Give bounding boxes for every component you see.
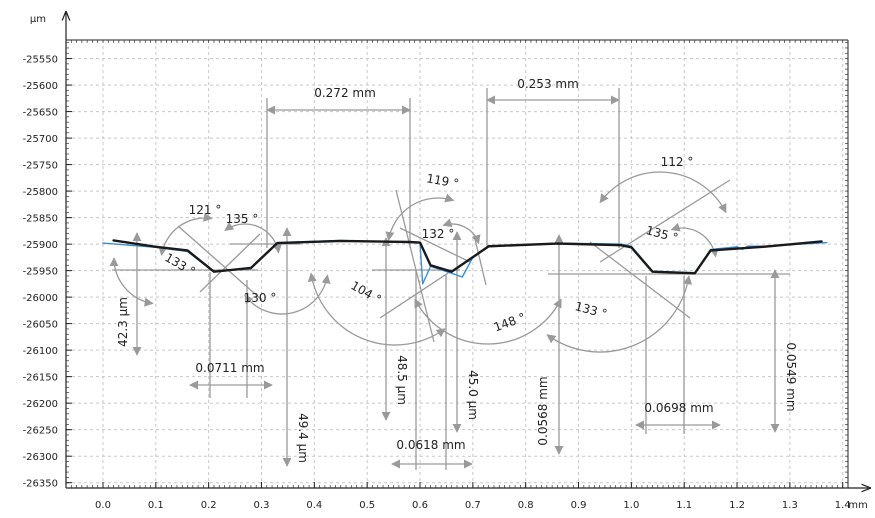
angle-label: 130 ° xyxy=(244,291,277,305)
x-tick-label: 0.2 xyxy=(201,500,217,511)
angle-label: 148 ° xyxy=(492,310,528,334)
x-tick-label: 0.7 xyxy=(465,500,481,511)
y-tick-label: -26150 xyxy=(23,373,58,384)
depth-label: 0.0568 mm xyxy=(536,376,550,445)
x-tick-label: 0.5 xyxy=(359,500,375,511)
angle-arc xyxy=(109,257,154,307)
depth-label: 0.0549 mm xyxy=(784,342,798,411)
angle-label: 135 ° xyxy=(226,212,259,226)
y-tick-label: -26350 xyxy=(23,479,58,490)
x-tick-label: 1.2 xyxy=(729,500,745,511)
angle-label: 132 ° xyxy=(422,227,455,241)
y-tick-label: -26250 xyxy=(23,426,58,437)
y-tick-label: -26300 xyxy=(23,452,58,463)
x-tick-label: 0.1 xyxy=(148,500,164,511)
x-tick-label: 0.8 xyxy=(518,500,534,511)
y-tick-label: -25550 xyxy=(23,55,58,66)
distance-label: 0.253 mm xyxy=(517,77,579,91)
x-tick-label: 0.3 xyxy=(254,500,270,511)
distance-label: 0.272 mm xyxy=(314,86,376,100)
x-tick-label: 1.3 xyxy=(782,500,798,511)
profile-line-fitted xyxy=(112,239,823,275)
depth-label: 49.4 µm xyxy=(296,413,310,463)
angle-label: 104 ° xyxy=(348,278,383,306)
y-tick-label: -26050 xyxy=(23,320,58,331)
distance-label: 0.0711 mm xyxy=(195,361,264,375)
angle-arc xyxy=(414,298,562,345)
y-tick-label: -26200 xyxy=(23,399,58,410)
angle-label: 121 ° xyxy=(189,203,222,217)
x-tick-label: 0.6 xyxy=(412,500,428,511)
depth-label: 45.0 µm xyxy=(466,370,480,420)
y-tick-label: -25850 xyxy=(23,214,58,225)
y-tick-label: -25650 xyxy=(23,108,58,119)
x-tick-label: 1.1 xyxy=(676,500,692,511)
x-tick-label: 1.0 xyxy=(623,500,639,511)
y-tick-label: -26000 xyxy=(23,293,58,304)
x-tick-label: 0.9 xyxy=(571,500,587,511)
x-tick-label: 0.0 xyxy=(95,500,111,511)
profile-series xyxy=(102,239,828,285)
y-unit-label: µm xyxy=(30,14,46,25)
angle-arc xyxy=(546,275,693,353)
y-tick-label: -26100 xyxy=(23,346,58,357)
angle-label: 135 ° xyxy=(644,223,679,245)
angle-arc xyxy=(307,272,446,346)
x-tick-label: 0.4 xyxy=(306,500,322,511)
angle-label: 119 ° xyxy=(425,171,460,190)
angle-arc xyxy=(385,193,455,242)
y-tick-label: -25750 xyxy=(23,161,58,172)
y-tick-label: -25600 xyxy=(23,81,58,92)
angle-arc xyxy=(599,171,727,214)
annotations xyxy=(109,88,790,470)
annotation-line xyxy=(473,234,487,286)
angle-label: 112 ° xyxy=(661,155,694,169)
angle-arc xyxy=(442,218,481,245)
axes: 0.0 0.1 0.2 0.3 0.4 0.5 0.6 0.7 0.8 0.9 1.0 1.1 1.2 1… xyxy=(23,12,870,511)
distance-label: 0.0698 mm xyxy=(644,401,713,415)
y-tick-label: -25700 xyxy=(23,134,58,145)
y-tick-label: -25950 xyxy=(23,267,58,278)
x-unit-label: mm xyxy=(848,500,867,511)
x-tick-label: 1.4 xyxy=(835,500,851,511)
depth-label: 42.3 µm xyxy=(116,297,130,347)
y-tick-label: -25900 xyxy=(23,240,58,251)
distance-label: 0.0618 mm xyxy=(396,438,465,452)
depth-label: 48.5 µm xyxy=(395,355,409,405)
y-tick-label: -25800 xyxy=(23,187,58,198)
